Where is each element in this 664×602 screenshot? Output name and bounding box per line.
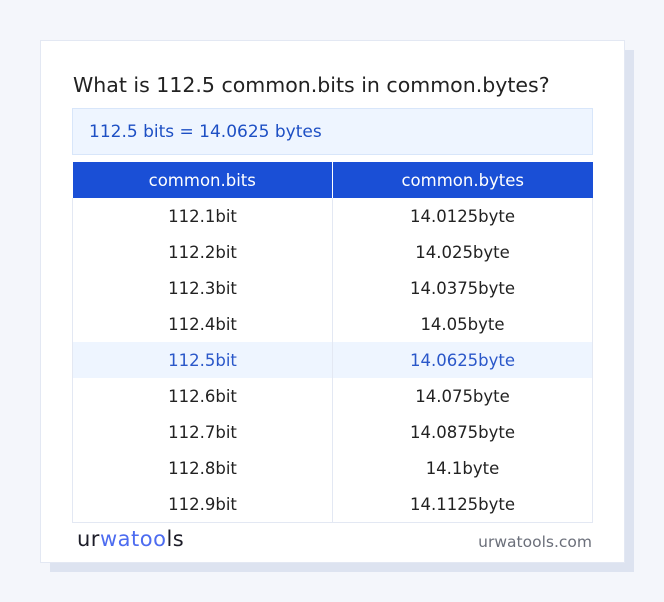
bits-cell: 112.3bit	[72, 270, 333, 306]
bits-cell: 112.8bit	[72, 450, 333, 486]
bits-cell: 112.7bit	[72, 414, 333, 450]
bytes-cell: 14.1byte	[332, 450, 593, 486]
bytes-cell: 14.025byte	[332, 234, 593, 270]
bits-cell: 112.2bit	[72, 234, 333, 270]
bytes-cell: 14.0375byte	[332, 270, 593, 306]
conversion-table: common.bits common.bytes 112.1bit 14.0125…	[72, 162, 593, 523]
table-row: 112.7bit 14.0875byte	[72, 414, 593, 450]
bytes-cell: 14.0625byte	[332, 342, 593, 378]
bits-cell: 112.4bit	[72, 306, 333, 342]
bytes-cell: 14.075byte	[332, 378, 593, 414]
converter-card: What is 112.5 common.bits in common.byte…	[40, 40, 625, 563]
table-row: 112.3bit 14.0375byte	[72, 270, 593, 306]
bytes-cell: 14.0875byte	[332, 414, 593, 450]
bytes-cell: 14.1125byte	[332, 486, 593, 523]
table-row: 112.1bit 14.0125byte	[72, 198, 593, 234]
header-bits: common.bits	[72, 162, 333, 198]
table-row: 112.4bit 14.05byte	[72, 306, 593, 342]
result-box: 112.5 bits = 14.0625 bytes	[72, 108, 593, 155]
urwatools-logo: urwatools	[77, 527, 185, 551]
bits-cell: 112.6bit	[72, 378, 333, 414]
site-url: urwatools.com	[478, 533, 592, 551]
bits-cell: 112.9bit	[72, 486, 333, 523]
header-bytes: common.bytes	[332, 162, 593, 198]
bits-cell: 112.1bit	[72, 198, 333, 234]
bytes-cell: 14.05byte	[332, 306, 593, 342]
table-row: 112.9bit 14.1125byte	[72, 486, 593, 523]
table-header: common.bits common.bytes	[72, 162, 593, 198]
table-row: 112.5bit 14.0625byte	[72, 342, 593, 378]
table-row: 112.2bit 14.025byte	[72, 234, 593, 270]
bytes-cell: 14.0125byte	[332, 198, 593, 234]
table-row: 112.6bit 14.075byte	[72, 378, 593, 414]
page-title: What is 112.5 common.bits in common.byte…	[73, 73, 550, 97]
table-row: 112.8bit 14.1byte	[72, 450, 593, 486]
bits-cell: 112.5bit	[72, 342, 333, 378]
